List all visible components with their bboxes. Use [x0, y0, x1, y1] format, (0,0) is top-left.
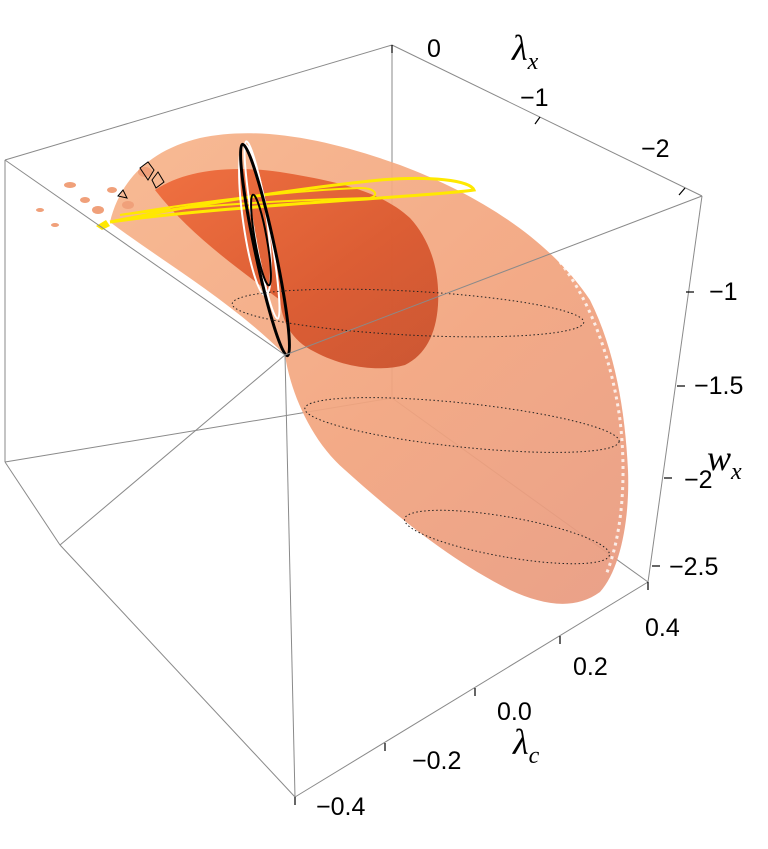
tick-label-lambda-c-2: 0.0 [497, 698, 532, 726]
fragment [36, 208, 44, 212]
tick-label-lambda-c-1: 0.2 [573, 653, 608, 681]
fragment [122, 201, 134, 209]
tip-outline [117, 189, 128, 199]
fragment [92, 206, 104, 214]
tick-label-w-x-1: −1.5 [694, 372, 743, 400]
tick-label-lambda-x-2: −2 [641, 135, 670, 163]
box-edge [59, 354, 286, 546]
axis-label-w-x: wx [707, 438, 742, 485]
yellow-fragment [96, 220, 110, 230]
fragment [80, 197, 90, 203]
tick-label-w-x-3: −2.5 [669, 553, 718, 581]
black-curves [239, 142, 291, 358]
outer-surface-edge [558, 261, 625, 576]
tick-label-lambda-c-3: −0.2 [412, 747, 461, 775]
tip-outlines [117, 161, 165, 199]
contour-slice [304, 397, 620, 453]
tick-label-lambda-x-1: −1 [520, 84, 549, 112]
contour-slice [231, 288, 585, 338]
tick-label-lambda-x-0: 0 [427, 35, 441, 63]
box-edge [294, 581, 649, 798]
tick-label-w-x-2: −2 [684, 466, 713, 494]
box-edge [4, 44, 393, 161]
tick-label-lambda-c-0: 0.4 [645, 614, 680, 642]
tick-marks [294, 45, 694, 805]
tick-label-w-x-0: −1 [709, 278, 738, 306]
box-edge [4, 159, 286, 356]
black-curve [239, 142, 291, 358]
box-edge [59, 544, 296, 798]
tip-outline [139, 161, 155, 181]
axis-label-lambda-c: λc [512, 722, 540, 769]
tick-label-lambda-c-4: −0.4 [316, 793, 365, 821]
contour-slice [404, 509, 610, 565]
box-edge [391, 44, 703, 197]
surface-fragments [36, 167, 152, 227]
inner-surface [155, 169, 439, 369]
fragment [64, 182, 76, 188]
yellow-curves [96, 176, 477, 230]
box-edge [284, 354, 296, 798]
yellow-curve [109, 176, 477, 224]
box-edge [284, 195, 703, 356]
contour-slices [231, 288, 620, 565]
tip-outline [151, 171, 165, 189]
box-edge [4, 461, 61, 546]
tick-mark [534, 116, 541, 125]
yellow-curve [119, 186, 377, 216]
black-curve [250, 193, 272, 287]
axis-label-lambda-x: λx [511, 28, 539, 75]
bounding-box-front [4, 159, 703, 798]
box-edge [647, 195, 703, 583]
fragment [107, 187, 117, 193]
tick-mark [678, 187, 686, 196]
fragment [51, 223, 59, 227]
